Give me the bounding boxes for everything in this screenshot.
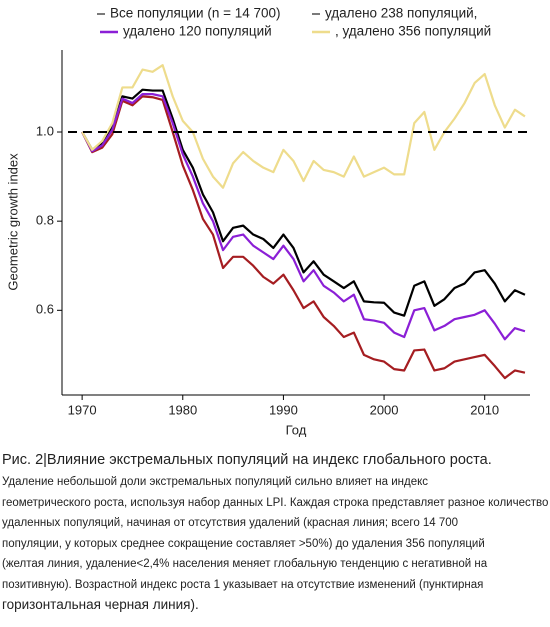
series-line (81, 88, 526, 317)
legend-label: , удалено 356 популяций (335, 24, 491, 39)
y-tick-label: 0.8 (36, 213, 54, 228)
legend-label: Все популяции (n = 14 700) (110, 6, 281, 21)
y-axis-title: Geometric growth index (5, 153, 20, 291)
x-tick-label: 2000 (370, 402, 399, 417)
x-axis-title: Год (286, 422, 307, 437)
caption: Рис. 2|Влияние экстремальных популяций н… (2, 452, 548, 616)
series-line (81, 64, 526, 189)
x-tick-label: 1970 (68, 402, 97, 417)
caption-line: геометрического роста, используя набор д… (2, 496, 549, 509)
caption-line: горизонтальная черная линия). (2, 597, 199, 612)
series-line (81, 93, 526, 341)
x-tick-label: 1990 (269, 402, 298, 417)
caption-line: популяции, у которых среднее сокращение … (2, 537, 485, 550)
y-tick-label: 0.6 (36, 302, 54, 317)
y-tick-label: 1.0 (36, 123, 54, 138)
x-tick-label: 2010 (470, 402, 499, 417)
caption-title: Рис. 2|Влияние экстремальных популяций н… (2, 452, 492, 468)
legend-label: удалено 238 популяций, (325, 6, 477, 21)
legend-label: удалено 120 популяций (123, 24, 272, 39)
chart: Geometric growth index Год 0.6 0.8 1.0 1970… (5, 6, 530, 437)
series-line (81, 95, 526, 380)
caption-line: (желтая линия, удаление<2,4% населения м… (2, 558, 488, 570)
x-tick-label: 1980 (168, 402, 197, 417)
caption-line: удаленных популяций, начиная от отсутств… (2, 517, 459, 529)
caption-line: Удаление небольшой доли экстремальных по… (2, 476, 429, 488)
caption-line: позитивную). Возрастной индекс роста 1 у… (2, 578, 484, 591)
